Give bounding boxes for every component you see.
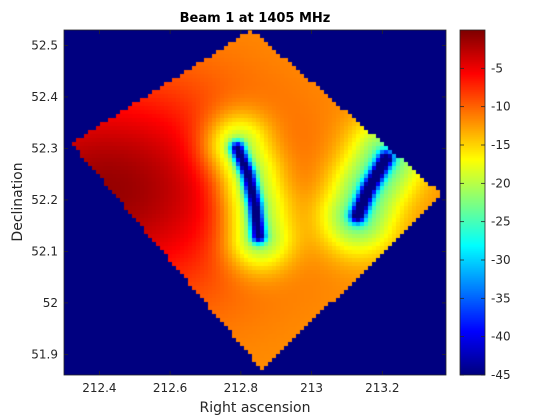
y-tick-label: 52.5 <box>31 38 58 52</box>
y-tick-label: 52.2 <box>31 193 58 207</box>
y-tick-label: 51.9 <box>31 347 58 361</box>
colorbar-tick-label: -25 <box>491 215 511 229</box>
colorbar-image <box>460 30 485 375</box>
colorbar-tick-label: -35 <box>491 291 511 305</box>
colorbar-tick-label: -30 <box>491 253 511 267</box>
colorbar-tick-label: -40 <box>491 330 511 344</box>
colorbar-tick-label: -20 <box>491 176 511 190</box>
chart-title: Beam 1 at 1405 MHz <box>180 11 331 26</box>
x-axis: 212.4 212.6 212.8 213 213.2 <box>82 30 400 395</box>
y-axis-label: Declination <box>10 162 26 241</box>
colorbar-frame <box>459 29 486 376</box>
x-tick-label: 213.2 <box>365 381 399 395</box>
x-tick-label: 213 <box>300 381 323 395</box>
colorbar-tick-label: -5 <box>491 61 503 75</box>
x-tick-label: 212.6 <box>153 381 187 395</box>
x-axis-label: Right ascension <box>200 400 311 416</box>
plot-frame <box>63 29 447 376</box>
y-tick-label: 52.4 <box>31 90 58 104</box>
y-tick-label: 52 <box>43 296 58 310</box>
x-tick-label: 212.8 <box>224 381 258 395</box>
heatmap-image <box>64 30 446 375</box>
y-axis: 51.9 52 52.1 52.2 52.3 52.4 52.5 <box>31 38 446 361</box>
colorbar-axis: -5 -10 -15 -20 -25 -30 -35 -40 -45 <box>460 61 511 382</box>
x-tick-label: 212.4 <box>82 381 116 395</box>
colorbar-tick-label: -15 <box>491 138 511 152</box>
colorbar-tick-label: -45 <box>491 368 511 382</box>
colorbar-tick-label: -10 <box>491 100 511 114</box>
y-tick-label: 52.3 <box>31 141 58 155</box>
y-tick-label: 52.1 <box>31 244 58 258</box>
